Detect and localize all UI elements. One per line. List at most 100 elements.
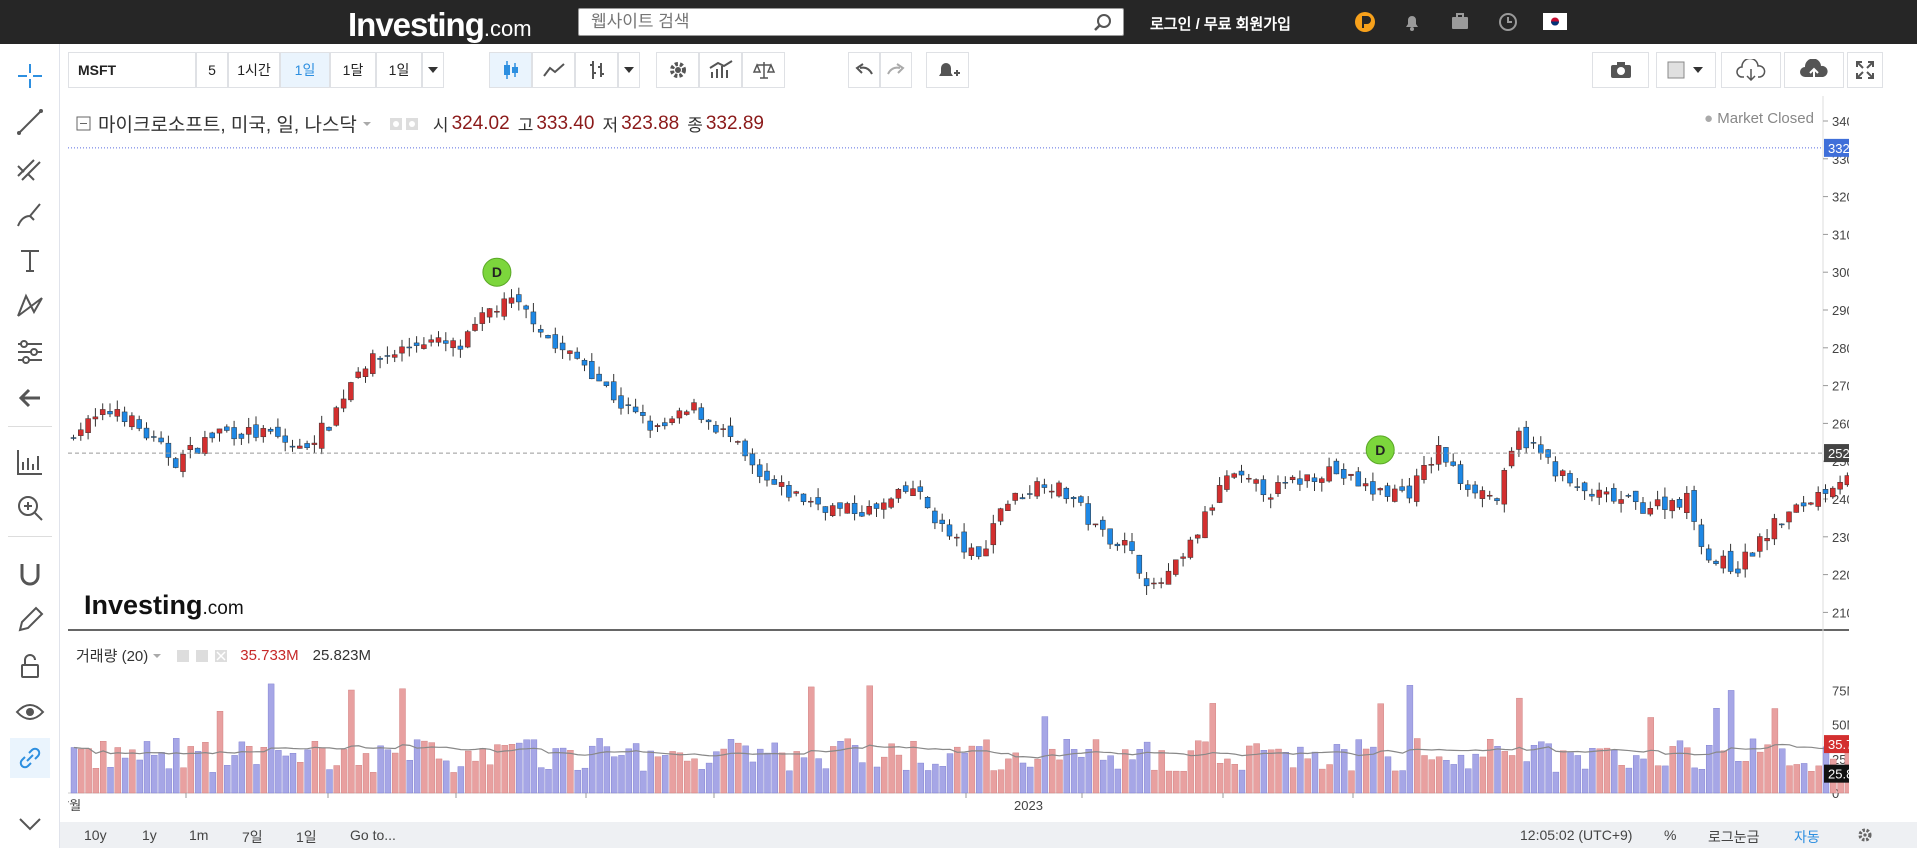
volume-bar [1070, 749, 1078, 794]
candles-style-button[interactable] [489, 52, 532, 88]
volume-bar [121, 757, 129, 794]
login-link[interactable]: 로그인 / 무료 회원가입 [1150, 16, 1291, 33]
volume-tick-label: 50M [1832, 718, 1849, 733]
settings-button[interactable] [656, 52, 699, 88]
percent-toggle[interactable]: % [1664, 827, 1677, 843]
pattern-tool[interactable] [10, 286, 50, 326]
range-1m[interactable]: 1m [189, 827, 209, 843]
volume-bar [1698, 768, 1706, 794]
investing-pro-icon[interactable] [1354, 11, 1376, 33]
goto-link[interactable]: Go to... [350, 827, 396, 843]
measure-tool[interactable] [10, 442, 50, 482]
volume-ma-line [73, 743, 1849, 759]
volume-bar [1793, 764, 1801, 794]
volume-bar [1019, 762, 1027, 794]
candle-body [1581, 482, 1588, 492]
legend-dropdown-icon[interactable] [361, 119, 375, 129]
brush-tool[interactable] [10, 194, 50, 234]
indicators-button[interactable] [699, 52, 742, 88]
crosshair-tool[interactable] [10, 56, 50, 96]
volume-bar [1173, 770, 1180, 794]
legend-settings-icon[interactable] [389, 116, 421, 132]
range-7d[interactable]: 7일 [242, 829, 263, 845]
compare-button[interactable] [742, 52, 785, 88]
visibility-tool[interactable] [10, 692, 50, 732]
prediction-tool[interactable] [10, 332, 50, 372]
crosshair-price-label-bg [1824, 444, 1849, 463]
candle-body [1121, 540, 1128, 546]
candle-body [574, 351, 580, 359]
range-10y[interactable]: 10y [84, 827, 107, 843]
back-arrow-tool[interactable] [10, 378, 50, 418]
candle-body [406, 346, 413, 349]
candle-body [1012, 492, 1018, 501]
alert-button[interactable] [926, 52, 969, 88]
symbol-input[interactable]: MSFT [68, 52, 196, 88]
candle-body [975, 546, 982, 557]
site-logo[interactable]: Investing.com [348, 6, 532, 44]
chart-style-dropdown[interactable] [618, 52, 640, 88]
lock-tool[interactable] [10, 646, 50, 686]
volume-bar [632, 743, 640, 794]
volume-bar [224, 765, 231, 794]
volume-bar [552, 748, 559, 794]
range-1d[interactable]: 1일 [296, 829, 317, 845]
candle-body [479, 312, 486, 324]
volume-bar [428, 742, 435, 794]
volume-bar [910, 740, 917, 794]
candle-body [399, 346, 405, 354]
site-search-input[interactable] [578, 8, 1124, 36]
candle-body [1173, 559, 1179, 575]
volume-bar [1705, 745, 1713, 794]
chart-settings-gear-icon[interactable] [1856, 826, 1874, 844]
volume-dropdown-icon[interactable] [152, 651, 164, 661]
stay-drawing-tool[interactable] [10, 600, 50, 640]
color-theme-button[interactable] [1656, 52, 1716, 88]
snapshot-button[interactable] [1592, 52, 1649, 88]
candle-body [370, 353, 376, 374]
log-scale-toggle[interactable]: 로그눈금 [1708, 829, 1760, 845]
collapse-toolbar-button[interactable] [10, 804, 50, 844]
volume-bar [92, 768, 100, 794]
candle-body [786, 485, 792, 498]
line-style-button[interactable] [532, 52, 575, 88]
volume-bar [1742, 761, 1749, 794]
zoom-in-tool[interactable] [10, 488, 50, 528]
auto-scale-toggle[interactable]: 자동 [1794, 829, 1820, 845]
text-tool[interactable] [10, 240, 50, 280]
volume-bar [596, 738, 603, 794]
candle-body [1662, 496, 1668, 510]
fullscreen-button[interactable] [1847, 52, 1883, 88]
interval-dropdown-button[interactable] [422, 52, 444, 88]
volume-settings-icon[interactable] [176, 648, 232, 664]
magnet-tool[interactable] [10, 554, 50, 594]
fib-tool[interactable] [10, 148, 50, 188]
portfolio-icon[interactable] [1449, 11, 1471, 33]
volume-bar [895, 754, 903, 794]
range-1y[interactable]: 1y [142, 827, 157, 843]
chart-area[interactable]: 340.00330.00320.00310.00300.00290.00280.… [68, 96, 1849, 814]
load-chart-button[interactable] [1721, 52, 1781, 88]
search-icon[interactable] [1092, 12, 1114, 34]
interval-button[interactable]: 1일 [376, 52, 422, 88]
volume-bar [538, 767, 545, 794]
price-chart[interactable]: 340.00330.00320.00310.00300.00290.00280.… [68, 96, 1849, 814]
candle-body [1282, 482, 1289, 484]
interval-button[interactable]: 5 [196, 52, 228, 88]
volume-bar [815, 758, 822, 794]
candle-body [1129, 541, 1135, 551]
redo-button[interactable] [880, 52, 912, 88]
interval-button[interactable]: 1시간 [228, 52, 280, 88]
interval-button[interactable]: 1달 [330, 52, 376, 88]
clock-icon[interactable] [1497, 11, 1519, 33]
bar-style-button[interactable] [575, 52, 618, 88]
korea-flag-icon[interactable] [1543, 13, 1567, 30]
trend-line-tool[interactable] [10, 102, 50, 142]
bell-icon[interactable] [1401, 11, 1423, 33]
interval-button-active[interactable]: 1일 [280, 52, 330, 88]
link-tool[interactable] [10, 738, 50, 778]
save-chart-button[interactable] [1784, 52, 1844, 88]
collapse-legend-icon[interactable] [76, 116, 92, 132]
candle-body [253, 424, 259, 438]
undo-button[interactable] [848, 52, 880, 88]
